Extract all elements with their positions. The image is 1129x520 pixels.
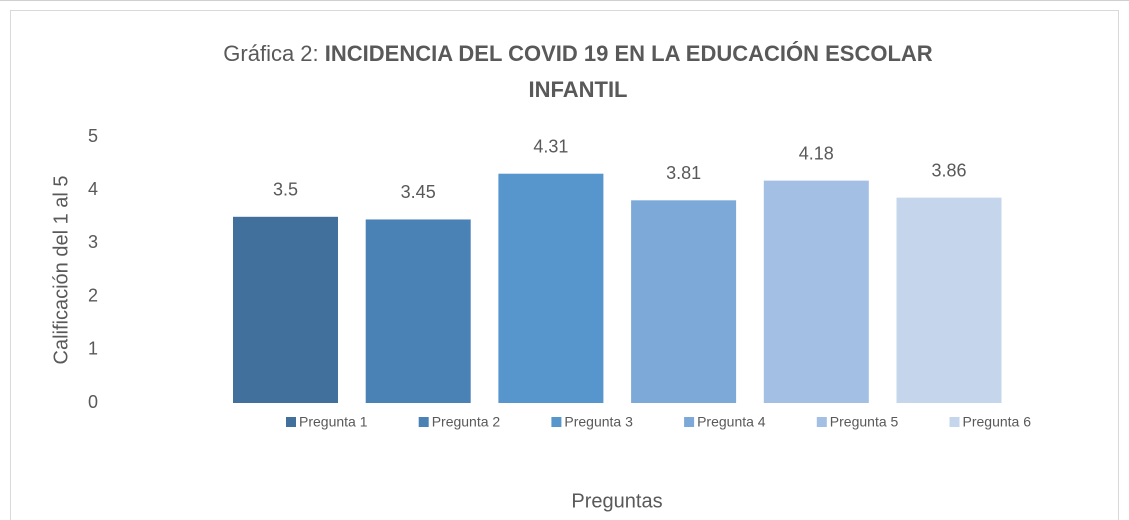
bar [896,197,1002,403]
legend-label: Pregunta 3 [564,414,633,430]
legend-swatch [418,417,429,427]
legend-label: Pregunta 1 [299,414,368,430]
y-tick-label: 5 [88,126,98,146]
legend-label: Pregunta 4 [697,414,766,430]
x-axis-label: Preguntas [571,490,662,512]
data-label: 3.86 [931,160,966,180]
title-main: INCIDENCIA DEL COVID 19 EN LA EDUCACIÓN … [324,41,933,102]
data-label: 3.81 [666,163,701,183]
legend-swatch [551,417,562,427]
bar [498,173,604,403]
y-axis-label: Calificación del 1 al 5 [50,176,72,365]
y-tick-label: 2 [88,285,98,305]
y-tick-label: 1 [88,339,98,359]
data-label: 3.45 [401,182,436,202]
bar [631,200,737,403]
y-tick-label: 3 [88,232,98,252]
data-label: 3.5 [273,180,298,200]
legend-swatch [949,417,960,427]
legend-label: Pregunta 6 [963,414,1032,430]
y-tick-label: 4 [88,179,98,199]
y-tick-label: 0 [88,392,98,412]
chart-border [10,10,1119,520]
legend-swatch [286,417,296,427]
legend-label: Pregunta 2 [432,414,501,430]
title-prefix: Gráfica 2: [223,41,319,66]
data-label: 4.18 [799,143,834,163]
data-label: 4.31 [533,136,568,156]
legend-swatch [684,417,695,427]
bar [365,219,471,403]
bar [233,216,338,403]
legend-swatch [816,417,827,427]
bar [763,180,869,403]
legend-label: Pregunta 5 [830,414,899,430]
chart-title: Gráfica 2: INCIDENCIA DEL COVID 19 EN LA… [178,36,978,108]
